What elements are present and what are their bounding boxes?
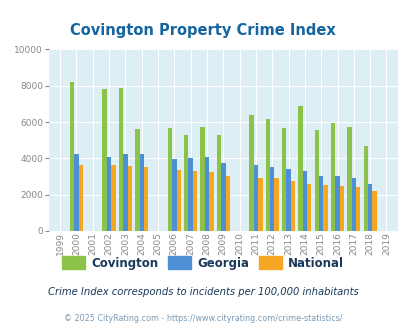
Bar [176,170,181,231]
Bar [274,178,278,231]
Bar [346,127,351,231]
Bar [200,127,204,231]
Text: Crime Index corresponds to incidents per 100,000 inhabitants: Crime Index corresponds to incidents per… [47,287,358,297]
Bar [362,146,367,231]
Bar [209,172,213,231]
Bar [371,191,376,231]
Bar [269,167,274,231]
Text: Covington Property Crime Index: Covington Property Crime Index [70,23,335,38]
Bar [192,171,197,231]
Bar [258,178,262,231]
Bar [204,157,209,231]
Bar [249,115,253,231]
Bar [102,89,107,231]
Bar [167,127,172,231]
Bar [172,159,176,231]
Bar [286,169,290,231]
Bar [135,129,139,231]
Bar [351,178,355,231]
Bar [74,154,79,231]
Bar [265,119,269,231]
Bar [281,127,286,231]
Bar [221,163,225,231]
Bar [323,185,327,231]
Bar [253,165,258,231]
Bar [318,176,323,231]
Bar [123,154,127,231]
Bar [330,123,335,231]
Bar [111,165,115,231]
Bar [183,135,188,231]
Bar [107,156,111,231]
Bar [216,135,221,231]
Bar [119,87,123,231]
Bar [290,181,294,231]
Bar [225,176,229,231]
Bar [367,184,371,231]
Bar [79,165,83,231]
Bar [70,82,74,231]
Bar [355,187,360,231]
Bar [306,184,311,231]
Bar [143,167,148,231]
Bar [314,130,318,231]
Legend: Covington, Georgia, National: Covington, Georgia, National [57,252,348,274]
Bar [139,154,143,231]
Bar [188,158,192,231]
Bar [127,166,132,231]
Bar [302,171,306,231]
Bar [298,106,302,231]
Bar [335,176,339,231]
Text: © 2025 CityRating.com - https://www.cityrating.com/crime-statistics/: © 2025 CityRating.com - https://www.city… [64,314,341,323]
Bar [339,185,343,231]
